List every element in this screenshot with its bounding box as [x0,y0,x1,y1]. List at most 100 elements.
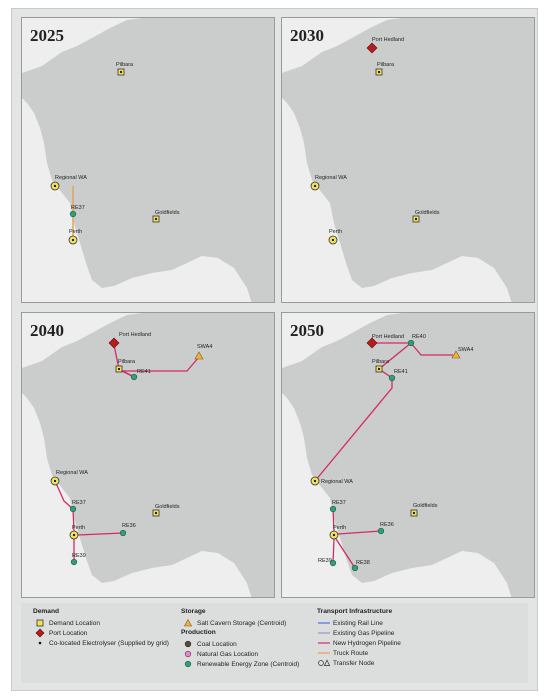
legend: Demand Demand Location Port Location Co-… [21,603,528,683]
label-goldfields: Goldfields [415,210,440,216]
legend-label: New Hydrogen Pipeline [333,639,401,647]
label-re40: RE40 [412,334,426,340]
map-2030: Port Hedland Pilbara Regional WA Goldfie… [282,18,534,302]
pilbara-electrolyser-dot [117,367,121,371]
legend-label: Salt Cavern Storage (Centroid) [197,619,287,627]
re39-renewable-zone [70,558,78,566]
map-panel-2050: Port Hedland RE40 SWA4 Pilbara RE41 Regi… [281,312,535,598]
h2-pipeline [337,530,382,535]
legend-label: Renewable Energy Zone (Centroid) [197,660,300,668]
regional-wa-electrolyser-dot [313,184,317,188]
label-goldfields: Goldfields [155,504,180,510]
legend-demand-title: Demand [33,608,60,615]
re41-renewable-zone [388,374,396,382]
label-re36: RE36 [122,523,136,529]
legend-item-salt-cavern: Salt Cavern Storage (Centroid) [181,618,299,628]
label-regional-wa: Regional WA [56,470,88,476]
label-swa4: SWA4 [458,347,473,353]
re38-renewable-zone [351,564,359,572]
land-mass [282,18,534,302]
re37-renewable-zone [69,505,77,513]
legend-label: Co-located Electrolyser (Supplied by gri… [49,639,169,647]
h2-pipeline [410,342,453,356]
perth-electrolyser-dot [71,238,75,242]
label-re41: RE41 [137,369,151,375]
goldfields-electrolyser-dot [412,511,416,515]
h2-pipeline [332,538,335,564]
legend-transport: Transport Infrastructure Existing Rail L… [317,608,401,668]
goldfields-electrolyser-dot [154,511,158,515]
perth-electrolyser-dot [72,533,76,537]
legend-label: Coal Location [197,640,237,648]
label-goldfields: Goldfields [155,210,180,216]
legend-label: Existing Rail Line [333,619,383,627]
label-re39: RE39 [318,558,332,564]
pilbara-electrolyser-dot [377,70,381,74]
legend-label: Transfer Node [333,659,375,667]
h2-pipeline [72,508,75,532]
h2-pipeline [77,532,124,536]
port-hedland-marker [366,42,378,54]
panel-year: 2030 [290,26,324,45]
land-mass [22,313,274,597]
legend-item-colocated: Co-located Electrolyser (Supplied by gri… [33,638,169,648]
port-hedland-marker [366,337,378,349]
gas-pipeline-line-icon [318,632,330,634]
legend-label: Demand Location [49,619,100,627]
map-panel-2025: Pilbara Regional WA RE37 Perth Goldfield… [21,17,275,303]
label-pilbara: Pilbara [116,62,134,68]
map-2050: Port Hedland RE40 SWA4 Pilbara RE41 Regi… [282,313,534,597]
label-swa4: SWA4 [197,344,212,350]
legend-label: Natural Gas Location [197,650,259,658]
legend-label: Port Location [49,629,88,637]
regional-wa-electrolyser-dot [313,479,317,483]
re37-renewable-zone [69,210,77,218]
regional-wa-electrolyser-dot [53,184,57,188]
legend-item-port-location: Port Location [33,628,169,638]
label-re37: RE37 [72,500,86,506]
electrolyser-dot-icon [38,641,42,645]
map-2040: Port Hedland Pilbara RE41 SWA4 Regional … [22,313,274,597]
legend-item-rez: Renewable Energy Zone (Centroid) [181,659,299,669]
label-pilbara: Pilbara [372,359,390,365]
port-hedland-marker [108,337,120,349]
h2-pipeline [378,342,412,370]
re37-renewable-zone [329,505,337,513]
panel-year: 2025 [30,26,64,45]
legend-storage-production: Storage Salt Cavern Storage (Centroid) P… [181,608,299,669]
h2-pipeline [113,344,120,370]
renewable-zone-circle-icon [184,660,192,668]
h2-pipeline [122,356,200,372]
map-panel-2030: Port Hedland Pilbara Regional WA Goldfie… [281,17,535,303]
label-port-hedland: Port Hedland [372,37,404,43]
land-mass [22,18,274,302]
swa4-salt-cavern [194,351,204,360]
truck-route-line-icon [318,652,330,654]
swa4-salt-cavern [451,350,461,359]
re36-renewable-zone [377,527,385,535]
h2-pipeline [314,368,393,482]
label-perth: Perth [333,525,346,531]
legend-item-demand-location: Demand Location [33,618,169,628]
perth-electrolyser-dot [332,533,336,537]
label-re36: RE36 [380,522,394,528]
re41-renewable-zone [130,373,138,381]
legend-label: Existing Gas Pipeline [333,629,395,637]
label-perth: Perth [69,229,82,235]
label-re38: RE38 [356,560,370,566]
panel-year: 2040 [30,321,64,340]
label-regional-wa: Regional WA [55,175,87,181]
legend-transport-title: Transport Infrastructure [317,608,393,615]
hydrogen-pipeline-line-icon [318,642,330,644]
legend-item-transfer: Transfer Node [317,658,401,668]
h2-pipeline [54,480,74,510]
h2-pipeline [335,538,356,569]
re40-renewable-zone [407,339,415,347]
goldfields-electrolyser-dot [154,217,158,221]
panel-year: 2050 [290,321,324,340]
natural-gas-circle-icon [184,650,192,658]
re36-renewable-zone [119,529,127,537]
legend-label: Truck Route [333,649,369,657]
demand-square-icon [36,619,44,627]
regional-wa-electrolyser-dot [53,479,57,483]
